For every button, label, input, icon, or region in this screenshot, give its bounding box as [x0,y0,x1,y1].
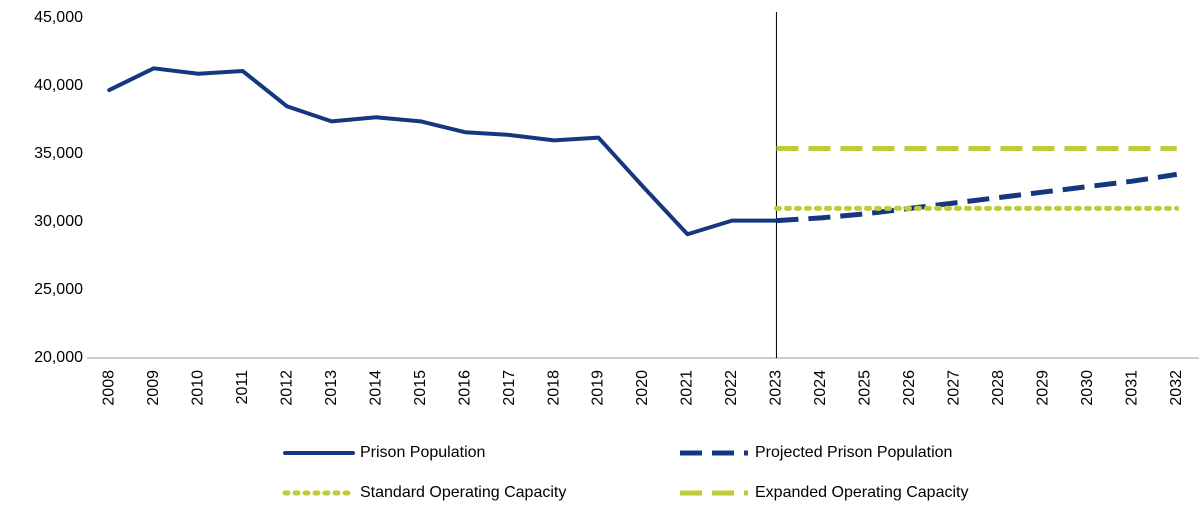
x-tick-label: 2025 [857,370,874,406]
y-tick-label: 30,000 [34,213,83,230]
x-tick-label: 2031 [1123,370,1140,406]
x-tick-label: 2029 [1035,370,1052,406]
series-line [776,171,1178,224]
series-line [107,66,779,237]
legend-label: Standard Operating Capacity [360,484,566,501]
x-tick-label: 2024 [812,370,829,406]
y-tick-label: 45,000 [34,9,83,26]
legend-label: Projected Prison Population [755,444,952,461]
x-tick-label: 2020 [634,370,651,406]
x-tick-label: 2019 [590,370,607,406]
x-tick-label: 2022 [723,370,740,406]
x-tick-label: 2015 [412,370,429,406]
x-tick-label: 2009 [145,370,162,406]
y-tick-label: 20,000 [34,349,83,366]
y-tick-label: 25,000 [34,281,83,298]
x-tick-label: 2017 [501,370,518,406]
legend-label: Expanded Operating Capacity [755,484,968,501]
x-tick-label: 2021 [679,370,696,406]
x-tick-label: 2008 [100,370,117,406]
y-tick-label: 35,000 [34,145,83,162]
x-tick-label: 2030 [1079,370,1096,406]
x-tick-label: 2010 [189,370,206,406]
x-tick-label: 2014 [367,370,384,406]
x-tick-label: 2011 [234,370,251,405]
x-tick-label: 2016 [456,370,473,406]
x-tick-label: 2023 [768,370,785,406]
x-tick-label: 2012 [278,370,295,406]
x-tick-label: 2027 [946,370,963,406]
legend-label: Prison Population [360,444,485,461]
x-tick-label: 2026 [901,370,918,406]
x-tick-label: 2018 [545,370,562,406]
x-tick-label: 2013 [323,370,340,406]
x-tick-label: 2032 [1168,370,1185,406]
x-tick-label: 2028 [990,370,1007,406]
y-tick-label: 40,000 [34,77,83,94]
